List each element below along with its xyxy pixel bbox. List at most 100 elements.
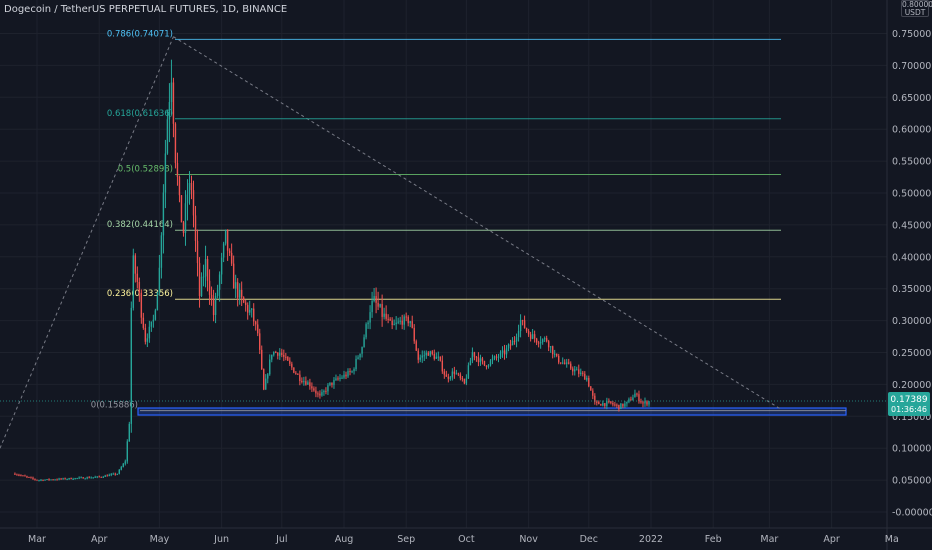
- candle-body: [487, 365, 490, 367]
- candle-body: [26, 476, 28, 478]
- candle-body: [240, 289, 243, 298]
- candle-body: [429, 351, 431, 356]
- candle-body: [375, 296, 377, 303]
- candle-body: [562, 362, 564, 364]
- candle-body: [616, 404, 618, 406]
- candle-body: [339, 377, 341, 379]
- time-tick-label: Apr: [91, 534, 108, 545]
- candle-body: [124, 461, 126, 464]
- candle-body: [351, 371, 353, 373]
- candle-body: [395, 322, 397, 325]
- time-tick-label: Sep: [397, 534, 415, 545]
- price-axis-unit[interactable]: 0.80000 USDT: [901, 0, 932, 17]
- candle-body: [28, 476, 30, 478]
- candle-body: [72, 479, 74, 481]
- chart-title: Dogecoin / TetherUS PERPETUAL FUTURES, 1…: [4, 4, 288, 15]
- candle-body: [166, 119, 169, 154]
- candle-body: [437, 356, 440, 358]
- fib-level-label: 0.236(0.33356): [107, 289, 173, 299]
- candle-body: [60, 478, 62, 480]
- candle-body: [329, 382, 331, 386]
- candle-body: [253, 308, 255, 322]
- candle-body: [319, 393, 321, 396]
- candle-body: [70, 478, 72, 480]
- candle-body: [64, 478, 66, 480]
- time-axis: Mar Apr May Jun Jul Aug Sep Oct Nov Dec 2022 Feb Mar…: [28, 534, 899, 545]
- candle-body: [590, 386, 592, 391]
- candle-body: [443, 371, 446, 375]
- candle-body: [551, 346, 554, 355]
- candle-body: [401, 320, 403, 325]
- candle-body: [539, 342, 542, 344]
- candle-body: [291, 363, 293, 368]
- candle-body: [196, 240, 199, 264]
- candle-body: [640, 401, 642, 403]
- candle-body: [359, 353, 361, 358]
- time-tick-label: Nov: [519, 534, 538, 545]
- candle-body: [279, 352, 281, 356]
- candle-body: [620, 403, 622, 410]
- candle-body: [576, 369, 578, 371]
- candle-body: [421, 355, 423, 358]
- candle-body: [349, 371, 351, 373]
- candle-body: [98, 476, 100, 478]
- fib-level-label: 0.618(0.61636): [107, 109, 173, 119]
- time-tick-label: May: [150, 534, 170, 545]
- candle-body: [56, 479, 58, 481]
- time-tick-label: Ma: [885, 534, 899, 545]
- candle-body: [295, 372, 297, 374]
- price-tick-label: 0.35000: [892, 284, 931, 295]
- fib-level-label: 0.786(0.74071): [107, 29, 173, 39]
- trend-line-down: [173, 36, 781, 410]
- last-price-value: 0.17389: [890, 395, 927, 405]
- candle-body: [22, 475, 24, 477]
- candle-body: [371, 300, 373, 313]
- candle-body: [493, 356, 496, 359]
- candle-body: [481, 358, 484, 361]
- candle-body: [325, 390, 327, 392]
- candle-body: [18, 474, 20, 476]
- candle-body: [232, 263, 235, 289]
- candle-body: [86, 477, 88, 479]
- candle-body: [439, 356, 442, 361]
- candle-body: [570, 363, 572, 369]
- candle-body: [40, 479, 42, 481]
- candle-body: [385, 313, 387, 319]
- candle-body: [198, 263, 201, 297]
- candle-body: [321, 392, 323, 396]
- candle-body: [626, 401, 628, 404]
- candle-body: [373, 296, 375, 301]
- candle-body: [132, 255, 135, 308]
- candle-body: [174, 123, 177, 163]
- candle-body: [34, 478, 36, 480]
- candle-body: [62, 478, 64, 480]
- candle-body: [521, 320, 524, 322]
- candle-body: [30, 477, 32, 479]
- candle-body: [523, 320, 526, 329]
- price-tick-label: 0.45000: [892, 220, 931, 231]
- candle-body: [347, 371, 349, 377]
- candle-body: [610, 401, 612, 403]
- candle-body: [600, 404, 602, 406]
- candle-body: [130, 307, 133, 424]
- candle-body: [102, 476, 104, 478]
- candle-body: [285, 356, 287, 358]
- candle-body: [509, 344, 512, 346]
- candle-body: [172, 82, 175, 124]
- candle-body: [293, 367, 295, 373]
- price-tick-label: 0.15000: [892, 412, 931, 423]
- candle-body: [210, 294, 213, 300]
- time-tick-label: Apr: [823, 534, 840, 545]
- candle-body: [176, 162, 179, 177]
- candle-body: [226, 229, 229, 251]
- candle-body: [495, 356, 498, 358]
- candle-body: [112, 473, 114, 475]
- candle-body: [515, 337, 518, 342]
- candle-body: [126, 441, 128, 462]
- candle-body: [216, 289, 219, 296]
- candle-body: [357, 357, 359, 359]
- candle-body: [622, 403, 624, 407]
- candle-body: [170, 82, 173, 103]
